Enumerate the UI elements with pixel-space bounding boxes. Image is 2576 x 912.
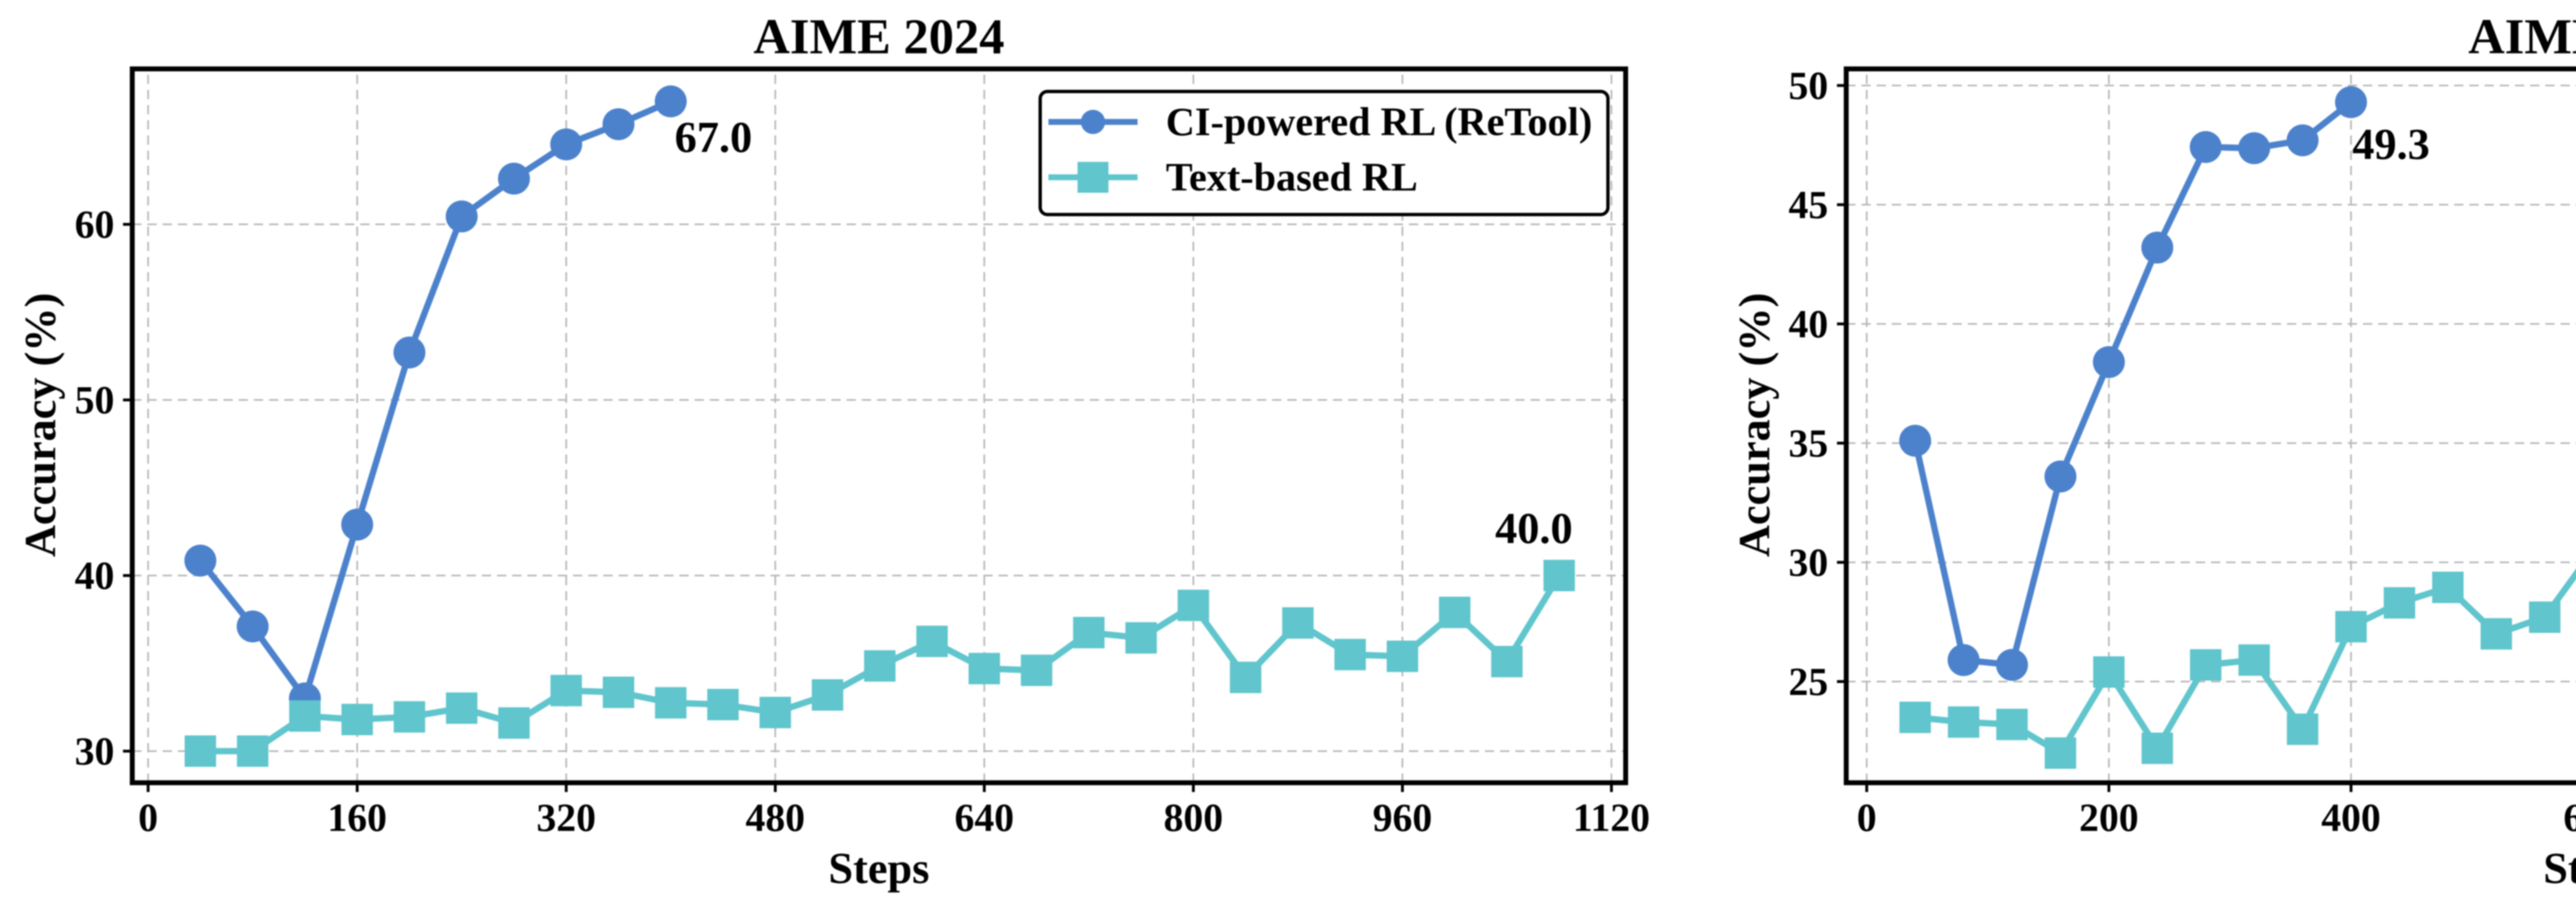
svg-text:30: 30 xyxy=(1789,540,1828,584)
svg-text:400: 400 xyxy=(2321,796,2381,840)
svg-text:600: 600 xyxy=(2564,796,2576,840)
svg-text:40: 40 xyxy=(1789,302,1828,346)
svg-text:25: 25 xyxy=(1789,660,1828,704)
svg-text:CI-powered RL (ReTool): CI-powered RL (ReTool) xyxy=(1166,99,1592,144)
svg-text:50: 50 xyxy=(1789,63,1828,108)
svg-text:160: 160 xyxy=(328,796,387,840)
svg-text:67.0: 67.0 xyxy=(675,112,753,162)
svg-text:1120: 1120 xyxy=(1573,796,1650,840)
svg-text:45: 45 xyxy=(1789,183,1828,227)
svg-text:Accuracy (%): Accuracy (%) xyxy=(15,292,65,557)
svg-text:960: 960 xyxy=(1372,796,1432,840)
svg-text:AIME 2024: AIME 2024 xyxy=(753,9,1004,65)
svg-text:640: 640 xyxy=(955,796,1014,840)
svg-text:Steps: Steps xyxy=(2544,843,2576,892)
svg-text:0: 0 xyxy=(138,796,158,840)
svg-text:Accuracy (%): Accuracy (%) xyxy=(1730,292,1779,557)
svg-text:800: 800 xyxy=(1164,796,1224,840)
svg-text:320: 320 xyxy=(536,796,596,840)
svg-text:Steps: Steps xyxy=(828,843,929,892)
svg-text:49.3: 49.3 xyxy=(2352,119,2430,169)
svg-text:50: 50 xyxy=(75,378,114,422)
svg-text:Text-based RL: Text-based RL xyxy=(1166,154,1418,199)
svg-text:30: 30 xyxy=(75,729,114,773)
svg-text:480: 480 xyxy=(745,796,805,840)
svg-text:AIME 2025: AIME 2025 xyxy=(2468,9,2576,65)
svg-text:60: 60 xyxy=(75,202,114,247)
svg-text:0: 0 xyxy=(1857,796,1877,840)
svg-text:35: 35 xyxy=(1789,421,1828,466)
svg-text:40: 40 xyxy=(75,554,114,598)
svg-text:40.0: 40.0 xyxy=(1495,504,1573,553)
svg-text:200: 200 xyxy=(2079,796,2139,840)
